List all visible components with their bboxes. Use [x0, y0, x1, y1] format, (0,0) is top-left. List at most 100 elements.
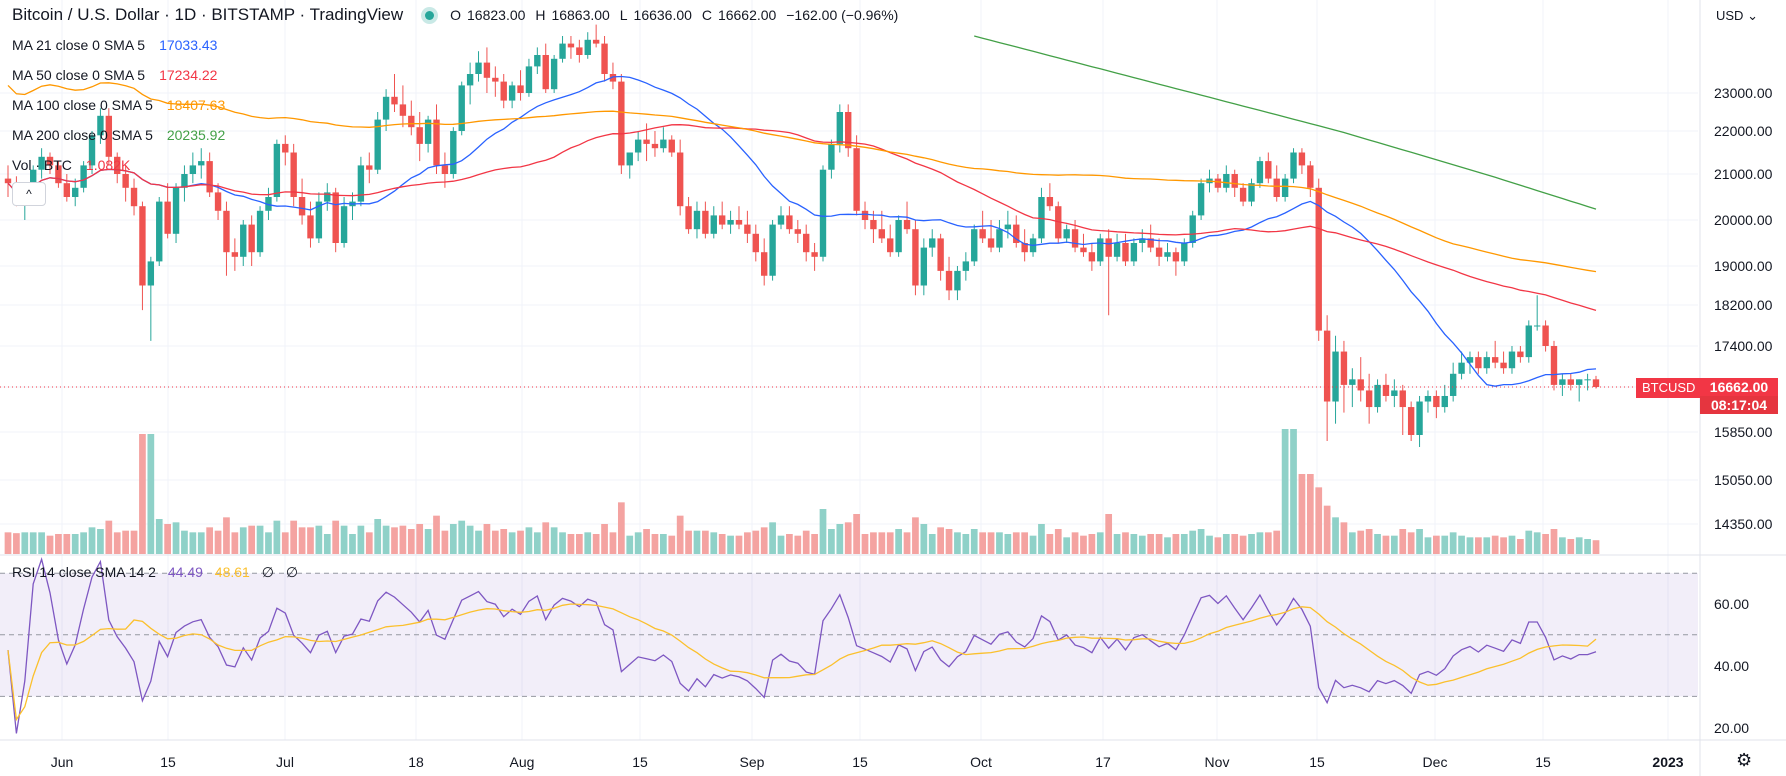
candle-body: [517, 85, 524, 93]
volume-bar: [1080, 535, 1087, 554]
time-tick-label: Sep: [740, 754, 765, 770]
ma200-line: [974, 35, 1597, 210]
volume-bar: [844, 522, 852, 554]
low-value: 16636.00: [633, 7, 692, 23]
volume-bar: [1147, 534, 1155, 554]
rsi-legend[interactable]: RSI 14 close SMA 14 2 44.49 48.61 ∅ ∅: [12, 564, 306, 581]
volume-bar: [105, 520, 113, 554]
volume-bar: [676, 515, 684, 554]
chart-title[interactable]: Bitcoin / U.S. Dollar · 1D · BITSTAMP · …: [12, 5, 404, 24]
volume-bar: [1281, 429, 1289, 554]
volume-bar: [1432, 535, 1440, 554]
volume-bar: [1290, 429, 1297, 554]
candle-body: [72, 187, 79, 197]
candle-body: [979, 229, 986, 239]
indicator-label: MA 21 close 0 SMA 5: [12, 37, 146, 53]
candle-body: [971, 229, 978, 262]
candle-body: [1567, 379, 1574, 385]
volume-bar: [828, 529, 835, 554]
candle-body: [912, 229, 919, 286]
volume-bar: [298, 527, 306, 554]
volume-bar: [1063, 537, 1071, 554]
volume-bar: [122, 530, 129, 554]
time-tick-label: Dec: [1423, 754, 1448, 770]
candle-body: [181, 174, 188, 188]
volume-bar: [491, 530, 499, 554]
volume-bar: [1222, 534, 1230, 554]
volume-bar: [1424, 537, 1432, 554]
candle-body: [584, 39, 591, 55]
candle-body: [4, 178, 12, 184]
currency-selector[interactable]: USD ⌄: [1716, 8, 1758, 24]
volume-bar: [290, 520, 298, 554]
candle-body: [609, 74, 617, 82]
volume-bar: [937, 527, 944, 554]
candle-body: [198, 161, 205, 166]
volume-bar: [46, 535, 54, 554]
candle-body: [147, 261, 155, 286]
rsi-signal-value: 48.61: [214, 564, 250, 580]
candle-body: [214, 192, 222, 211]
candle-body: [668, 139, 675, 153]
volume-bar: [1021, 532, 1029, 554]
candle-body: [399, 104, 407, 116]
volume-bar: [71, 534, 79, 554]
candle-body: [1576, 379, 1583, 385]
indicator-volume[interactable]: Vol · BTC 1.082K: [12, 150, 904, 180]
candle-body: [248, 224, 255, 253]
volume-bar: [223, 517, 230, 554]
volume-bar: [88, 527, 96, 554]
volume-bar: [407, 529, 415, 554]
volume-bar: [685, 530, 692, 554]
candle-body: [256, 210, 264, 253]
time-tick-label: 2023: [1652, 754, 1683, 770]
candle-body: [903, 220, 911, 230]
volume-bar: [819, 509, 827, 554]
volume-bar: [1390, 535, 1398, 554]
candle-body: [1290, 152, 1297, 179]
candle-body: [1231, 174, 1238, 188]
candle-body: [1584, 379, 1591, 381]
candle-body: [172, 187, 180, 234]
candle-body: [618, 81, 625, 166]
volume-bar: [811, 534, 818, 554]
candle-body: [315, 201, 323, 239]
indicator-ma21[interactable]: MA 21 close 0 SMA 5 17033.43: [12, 30, 904, 60]
volume-bar: [1273, 530, 1281, 554]
candle-body: [1365, 390, 1373, 408]
volume-bar: [1071, 532, 1079, 554]
candle-body: [727, 220, 734, 225]
price-tick-label: 23000.00: [1714, 85, 1773, 101]
candle-body: [1407, 407, 1415, 435]
volume-bar: [130, 530, 138, 554]
candle-body: [1315, 187, 1322, 331]
candle-body: [1491, 357, 1499, 363]
candle-body: [458, 85, 465, 131]
candle-body: [1542, 325, 1549, 346]
time-tick-label: 17: [1095, 754, 1111, 770]
collapse-legend-button[interactable]: ^: [12, 182, 46, 206]
indicator-ma200[interactable]: MA 200 close 0 SMA 5 20235.92: [12, 120, 904, 150]
volume-bar: [508, 532, 516, 554]
candle-body: [130, 187, 138, 207]
gear-icon[interactable]: ⚙: [1736, 750, 1753, 770]
volume-bar: [181, 530, 188, 554]
volume-bar: [769, 522, 776, 554]
candle-body: [525, 66, 533, 93]
rsi-tick-label: 40.00: [1714, 658, 1749, 674]
time-tick-label: Oct: [970, 754, 992, 770]
volume-bar: [281, 532, 289, 554]
indicator-ma50[interactable]: MA 50 close 0 SMA 5 17234.22: [12, 60, 904, 90]
volume-bar: [1466, 537, 1474, 554]
market-open-icon: [425, 10, 435, 20]
volume-bar: [500, 529, 508, 554]
candle-body: [601, 43, 608, 74]
indicator-ma100[interactable]: MA 100 close 0 SMA 5 18407.63: [12, 90, 904, 120]
volume-bar: [38, 532, 45, 554]
volume-bar: [1239, 535, 1247, 554]
candle-body: [1466, 357, 1474, 363]
change-value: −162.00 (−0.96%): [786, 7, 899, 23]
volume-bar: [710, 532, 718, 554]
volume-bar: [1172, 534, 1180, 554]
